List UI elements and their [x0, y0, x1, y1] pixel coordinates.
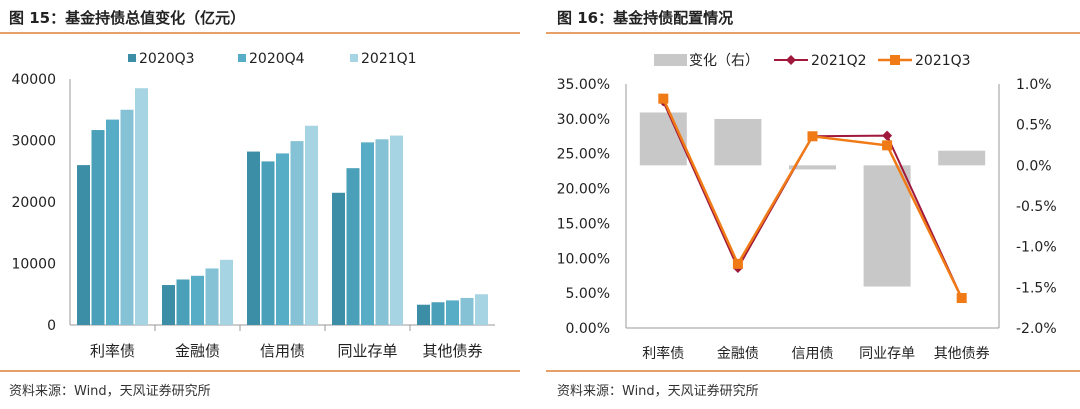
series-marker	[658, 93, 669, 104]
right-combo-chart: 0.00% 5.00% 10.00% 15.00% 20.00% 25.00% 30.00%…	[557, 53, 1057, 362]
bar	[460, 297, 474, 325]
bar	[332, 192, 345, 325]
right-footer-rule	[546, 370, 1080, 372]
bar	[446, 300, 459, 325]
left-title-rule	[0, 32, 520, 34]
left-y-tick-label: 35.00%	[557, 77, 610, 93]
right-y-tick-label: 1.0%	[1016, 77, 1052, 93]
y-tick-label: 10000	[11, 257, 56, 273]
left-source-note: 资料来源：Wind，天风证券研究所	[9, 384, 211, 399]
bar	[220, 259, 233, 325]
left-y-tick-label: 0.00%	[566, 321, 610, 337]
right-y-tick-label: -1.5%	[1016, 280, 1057, 296]
right-title-rule	[546, 32, 1080, 34]
x-tick-label: 其他债券	[934, 346, 990, 362]
left-chart-title: 图 15：基金持债总值变化（亿元）	[9, 9, 246, 27]
bar	[346, 168, 360, 325]
bar	[375, 139, 389, 325]
right-source-note: 资料来源：Wind，天风证券研究所	[557, 384, 759, 399]
bar	[205, 268, 219, 325]
x-tick-label: 金融债	[175, 342, 220, 360]
bar	[191, 275, 204, 325]
y-tick-label: 40000	[11, 72, 56, 88]
right-y-tick-label: -0.5%	[1016, 199, 1057, 215]
legend-swatch-change	[654, 54, 687, 66]
bar	[77, 165, 90, 325]
right-chart-title: 图 16：基金持债配置情况	[557, 9, 734, 27]
change-bar	[938, 150, 986, 166]
bar	[162, 285, 175, 325]
left-y-tick-label: 10.00%	[557, 251, 610, 267]
legend-label: 变化（右）	[689, 53, 759, 69]
change-bar	[714, 118, 762, 166]
bar	[290, 141, 304, 325]
x-tick-label: 同业存单	[337, 342, 397, 360]
series-marker	[807, 131, 818, 142]
bar	[120, 109, 134, 325]
right-y-tick-label: -1.0%	[1016, 240, 1057, 256]
x-tick-label: 利率债	[642, 345, 684, 362]
legend-label: 2021Q1	[361, 51, 417, 67]
x-tick-label: 同业存单	[859, 346, 915, 362]
series-marker	[956, 293, 967, 304]
bar	[261, 161, 275, 325]
left-footer-rule	[0, 370, 520, 372]
bar	[431, 302, 445, 325]
left-y-tick-label: 20.00%	[557, 182, 610, 198]
right-y-tick-label: 0.0%	[1016, 158, 1052, 174]
series-marker	[882, 130, 893, 141]
x-tick-label: 信用债	[260, 342, 305, 360]
legend-label: 2020Q3	[139, 51, 195, 67]
right-y-tick-label: -2.0%	[1016, 321, 1057, 337]
legend-label: 2021Q3	[915, 53, 971, 69]
legend-swatch	[350, 54, 358, 62]
right-y-tick-label: 0.5%	[1016, 118, 1052, 134]
left-y-tick-label: 25.00%	[557, 147, 610, 163]
x-tick-label: 其他债券	[422, 342, 482, 360]
bar	[276, 153, 289, 325]
bar	[106, 119, 119, 325]
bar	[176, 279, 190, 325]
bar	[417, 304, 430, 325]
y-tick-label: 0	[47, 318, 56, 334]
series-marker	[732, 258, 743, 269]
bar	[91, 130, 105, 325]
bar	[361, 142, 374, 325]
y-tick-label: 30000	[11, 134, 56, 150]
change-bar	[863, 165, 911, 287]
y-tick-label: 20000	[11, 195, 56, 211]
change-bar	[639, 112, 687, 166]
legend-label: 2021Q2	[811, 53, 867, 69]
left-y-tick-label: 5.00%	[566, 286, 610, 302]
left-y-tick-label: 15.00%	[557, 216, 610, 232]
bar	[247, 151, 260, 325]
change-bar	[789, 165, 836, 170]
legend-swatch	[128, 54, 136, 62]
x-tick-label: 利率债	[90, 342, 135, 360]
legend-marker-q2	[786, 55, 796, 65]
left-y-tick-label: 30.00%	[557, 112, 610, 128]
legend-swatch	[238, 54, 246, 62]
bar	[135, 88, 148, 325]
left-bar-chart: 0 10000 20000 30000 40000 利率债 金融债 信用债 同业存单 其他债券 20…	[11, 51, 495, 360]
legend-label: 2020Q4	[249, 51, 305, 67]
bar	[305, 125, 318, 326]
legend-marker-q3	[890, 55, 900, 65]
x-tick-label: 金融债	[717, 346, 759, 362]
x-tick-label: 信用债	[792, 346, 834, 362]
bar	[475, 294, 488, 325]
bar	[390, 135, 403, 325]
series-marker	[882, 140, 893, 151]
